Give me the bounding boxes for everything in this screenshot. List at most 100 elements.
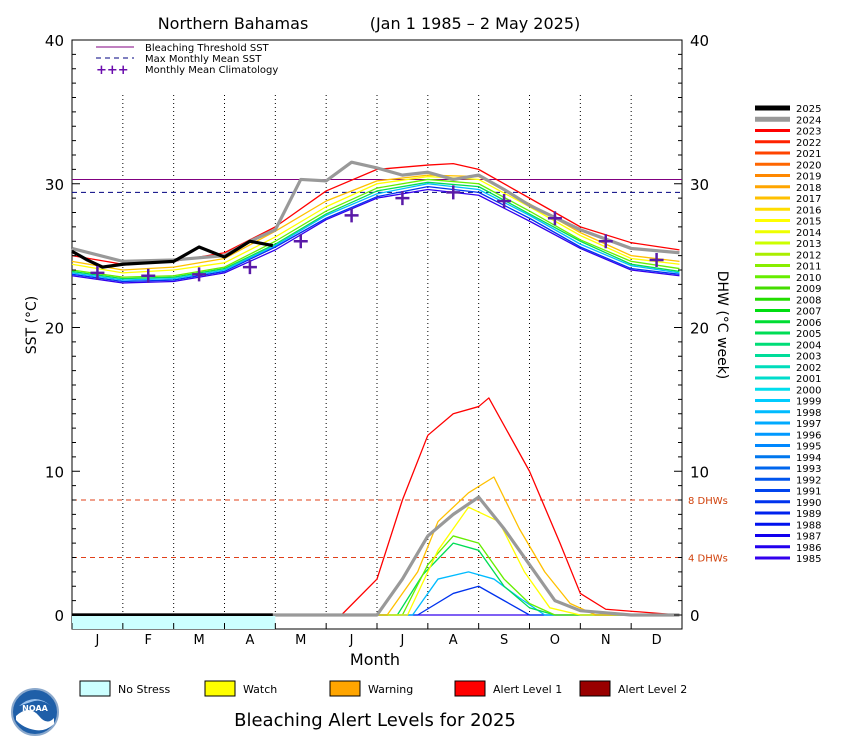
- year-legend: 2025202420232022202120202019201820172016…: [755, 104, 821, 565]
- right-y-tick-label: 40: [690, 32, 709, 50]
- left-y-tick-label: 40: [45, 32, 64, 50]
- dhw-series-2023: [72, 397, 680, 616]
- reference-lines: 8 DHWs 4 DHWs: [72, 178, 728, 616]
- year-legend-label-1999: 1999: [796, 397, 821, 408]
- x-tick-label: M: [295, 633, 306, 648]
- climatology-marker: [141, 268, 156, 283]
- right-y-tick-label: 0: [690, 607, 700, 625]
- year-legend-label-1997: 1997: [796, 419, 821, 430]
- year-legend-label-1989: 1989: [796, 509, 821, 520]
- sst-series-lines: [71, 160, 680, 284]
- year-legend-label-2007: 2007: [796, 307, 821, 318]
- plot-area: [71, 39, 683, 630]
- year-legend-label-2015: 2015: [796, 217, 821, 228]
- year-legend-label-2001: 2001: [796, 374, 821, 385]
- chart-title-region: Northern Bahamas: [158, 14, 309, 33]
- alert-legend-swatch: [204, 680, 236, 697]
- top-legend: Bleaching Threshold SST Max Monthly Mean…: [96, 43, 278, 78]
- x-axis-label: Month: [350, 650, 400, 669]
- year-legend-label-2018: 2018: [796, 183, 821, 194]
- year-legend-label-2022: 2022: [796, 138, 821, 149]
- alert-legend-label: No Stress: [118, 683, 171, 696]
- climatology-marker: [446, 185, 461, 200]
- dhw-reference-label: 8 DHWs: [688, 496, 728, 507]
- year-legend-label-1993: 1993: [796, 464, 821, 475]
- dhw-reference-label: 4 DHWs: [688, 554, 728, 565]
- year-legend-label-2020: 2020: [796, 160, 821, 171]
- climatology-markers: [90, 185, 664, 283]
- left-y-tick-label: 20: [45, 320, 64, 338]
- year-legend-label-2012: 2012: [796, 250, 821, 261]
- sst-series-1998: [71, 183, 680, 281]
- x-tick-label: A: [245, 633, 254, 648]
- x-tick-label: J: [349, 633, 354, 648]
- left-y-tick-label: 10: [45, 463, 64, 481]
- sst-series-2010: [71, 178, 680, 278]
- year-legend-label-1996: 1996: [796, 430, 821, 441]
- right-y-tick-label: 30: [690, 176, 709, 194]
- right-y-tick-label: 10: [690, 463, 709, 481]
- left-y-tick-label: 30: [45, 176, 64, 194]
- alert-legend-label: Alert Level 2: [618, 683, 687, 696]
- year-legend-label-2011: 2011: [796, 262, 821, 273]
- left-y-tick-label: 0: [54, 607, 64, 625]
- year-legend-label-1995: 1995: [796, 442, 821, 453]
- year-legend-label-1992: 1992: [796, 475, 821, 486]
- climatology-marker: [497, 194, 512, 208]
- alert-legend-swatch: [454, 680, 486, 697]
- year-legend-label-2000: 2000: [796, 385, 821, 396]
- year-legend-label-1990: 1990: [796, 498, 821, 509]
- sst-series-2025: [71, 239, 274, 269]
- legend-mmm-label: Max Monthly Mean SST: [145, 54, 262, 65]
- year-legend-label-1988: 1988: [796, 520, 821, 531]
- alert-legend-label: Alert Level 1: [493, 683, 562, 696]
- year-legend-label-2014: 2014: [796, 228, 821, 239]
- year-legend-label-1998: 1998: [796, 408, 821, 419]
- x-tick-label: J: [399, 633, 404, 648]
- year-legend-label-2003: 2003: [796, 352, 821, 363]
- year-legend-label-2004: 2004: [796, 340, 821, 351]
- sst-series-1985: [71, 188, 680, 284]
- dhw-series-2024: [72, 495, 680, 617]
- alert-legend-swatch: [579, 680, 611, 697]
- year-legend-label-2009: 2009: [796, 284, 821, 295]
- year-legend-label-2005: 2005: [796, 329, 821, 340]
- alert-legend-swatch: [79, 680, 111, 697]
- dhw-series-1990: [72, 585, 680, 616]
- sst-series-1990: [71, 185, 680, 283]
- legend-climatology-swatch: +++: [96, 63, 129, 78]
- year-legend-label-2008: 2008: [796, 295, 821, 306]
- climatology-marker: [344, 208, 359, 223]
- axis-ticks: 40 30 20 10 0 40 30 20 10 0 J F M A M J J A S O N D: [45, 32, 709, 648]
- year-legend-label-2002: 2002: [796, 363, 821, 374]
- legend-climatology-label: Monthly Mean Climatology: [145, 65, 278, 76]
- x-tick-label: J: [94, 633, 99, 648]
- year-legend-label-2021: 2021: [796, 149, 821, 160]
- year-legend-label-1994: 1994: [796, 453, 821, 464]
- alert-legend-label: Watch: [243, 683, 277, 696]
- y-axis-label-right: DHW (°C week): [714, 271, 730, 380]
- year-legend-label-2013: 2013: [796, 239, 821, 250]
- dhw-series-2005: [72, 542, 680, 616]
- dhw-series-2017: [72, 476, 680, 616]
- climatology-marker: [649, 252, 664, 267]
- year-legend-label-2019: 2019: [796, 172, 821, 183]
- dhw-series-2010: [72, 535, 680, 616]
- year-legend-label-2006: 2006: [796, 318, 821, 329]
- sst-series-2015: [71, 175, 680, 274]
- year-legend-label-2023: 2023: [796, 127, 821, 138]
- year-legend-label-1991: 1991: [796, 487, 821, 498]
- climatology-marker: [395, 191, 410, 206]
- sst-series-2017: [71, 174, 680, 271]
- month-grid: [122, 95, 632, 615]
- climatology-marker: [293, 234, 308, 249]
- chart-title-period: (Jan 1 1985 – 2 May 2025): [370, 14, 581, 33]
- legend-threshold-label: Bleaching Threshold SST: [145, 43, 270, 54]
- y-axis-label-left: SST (°C): [24, 296, 40, 354]
- dhw-series-lines: [72, 397, 680, 617]
- climatology-marker: [598, 234, 613, 249]
- climatology-marker: [90, 265, 105, 280]
- year-legend-label-2017: 2017: [796, 194, 821, 205]
